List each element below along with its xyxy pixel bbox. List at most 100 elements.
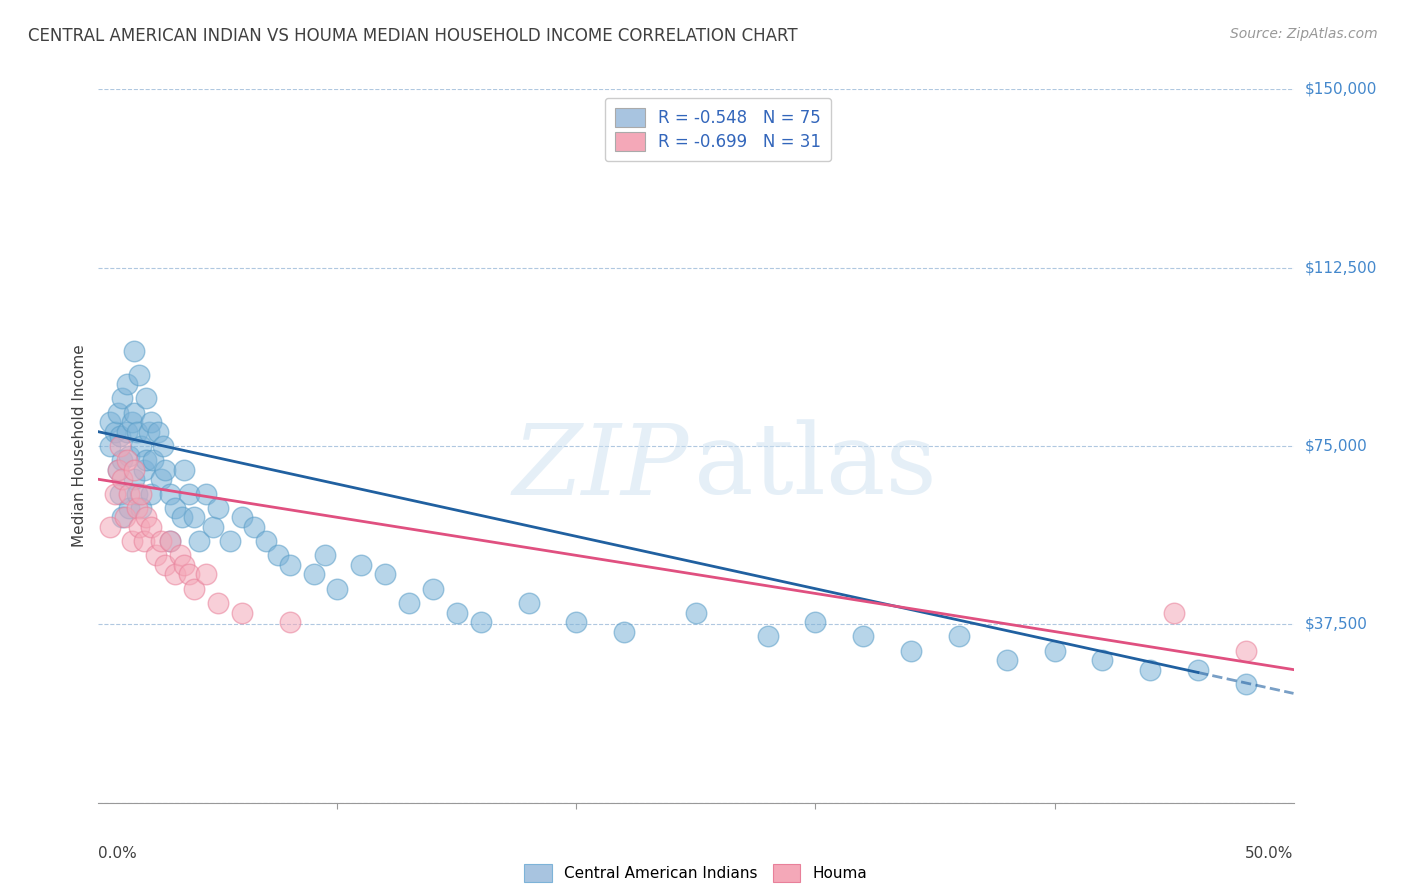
Point bbox=[194, 567, 217, 582]
Point bbox=[267, 549, 290, 563]
Point bbox=[118, 449, 141, 463]
Point bbox=[948, 629, 970, 643]
Point bbox=[138, 425, 160, 439]
Point bbox=[231, 606, 253, 620]
Point bbox=[1043, 643, 1066, 657]
Point bbox=[132, 463, 155, 477]
Text: CENTRAL AMERICAN INDIAN VS HOUMA MEDIAN HOUSEHOLD INCOME CORRELATION CHART: CENTRAL AMERICAN INDIAN VS HOUMA MEDIAN … bbox=[28, 27, 797, 45]
Point bbox=[148, 425, 170, 439]
Point bbox=[111, 392, 134, 406]
Point bbox=[172, 510, 194, 524]
Point bbox=[145, 549, 167, 563]
Point bbox=[131, 500, 153, 515]
Point bbox=[98, 520, 122, 534]
Point bbox=[107, 406, 129, 420]
Point bbox=[183, 582, 205, 596]
Legend: Central American Indians, Houma: Central American Indians, Houma bbox=[519, 858, 873, 888]
Point bbox=[202, 520, 225, 534]
Point bbox=[374, 567, 396, 582]
Point bbox=[565, 615, 588, 629]
Point bbox=[128, 520, 150, 534]
Point bbox=[1091, 653, 1114, 667]
Point bbox=[111, 453, 134, 467]
Point bbox=[124, 472, 146, 486]
Point bbox=[315, 549, 337, 563]
Point bbox=[159, 534, 181, 549]
Text: $150,000: $150,000 bbox=[1305, 82, 1376, 96]
Point bbox=[470, 615, 492, 629]
Point bbox=[152, 439, 174, 453]
Point bbox=[155, 463, 177, 477]
Point bbox=[121, 415, 143, 429]
Point bbox=[207, 596, 229, 610]
Point bbox=[115, 453, 138, 467]
Point bbox=[104, 486, 127, 500]
Point bbox=[159, 534, 181, 549]
Point bbox=[149, 534, 172, 549]
Point bbox=[173, 558, 195, 572]
Point bbox=[142, 453, 165, 467]
Text: 50.0%: 50.0% bbox=[1246, 846, 1294, 861]
Point bbox=[132, 534, 155, 549]
Point bbox=[398, 596, 420, 610]
Point bbox=[125, 486, 148, 500]
Point bbox=[131, 486, 153, 500]
Point bbox=[278, 615, 301, 629]
Point bbox=[108, 439, 131, 453]
Point bbox=[219, 534, 242, 549]
Point bbox=[900, 643, 922, 657]
Point bbox=[118, 486, 141, 500]
Point bbox=[111, 510, 134, 524]
Point bbox=[125, 500, 148, 515]
Text: $37,500: $37,500 bbox=[1305, 617, 1368, 632]
Point bbox=[104, 425, 127, 439]
Point bbox=[139, 486, 162, 500]
Point bbox=[254, 534, 277, 549]
Point bbox=[163, 500, 186, 515]
Point bbox=[108, 486, 131, 500]
Text: $112,500: $112,500 bbox=[1305, 260, 1376, 275]
Point bbox=[179, 567, 201, 582]
Point bbox=[114, 510, 136, 524]
Point bbox=[852, 629, 875, 643]
Point bbox=[115, 425, 138, 439]
Point bbox=[121, 534, 143, 549]
Point bbox=[139, 415, 162, 429]
Text: atlas: atlas bbox=[695, 419, 936, 516]
Point bbox=[179, 486, 201, 500]
Point bbox=[169, 549, 191, 563]
Point bbox=[155, 558, 177, 572]
Point bbox=[125, 425, 148, 439]
Point bbox=[98, 415, 122, 429]
Point bbox=[159, 486, 181, 500]
Point bbox=[1139, 663, 1161, 677]
Point bbox=[187, 534, 209, 549]
Point bbox=[446, 606, 468, 620]
Point bbox=[135, 392, 157, 406]
Y-axis label: Median Household Income: Median Household Income bbox=[72, 344, 87, 548]
Point bbox=[278, 558, 301, 572]
Text: Source: ZipAtlas.com: Source: ZipAtlas.com bbox=[1230, 27, 1378, 41]
Point bbox=[107, 463, 129, 477]
Point bbox=[131, 439, 153, 453]
Point bbox=[326, 582, 349, 596]
Text: 0.0%: 0.0% bbox=[98, 846, 138, 861]
Point bbox=[1234, 643, 1257, 657]
Point bbox=[243, 520, 266, 534]
Point bbox=[128, 368, 150, 382]
Point bbox=[350, 558, 373, 572]
Point bbox=[422, 582, 444, 596]
Point bbox=[517, 596, 540, 610]
Point bbox=[231, 510, 253, 524]
Point bbox=[613, 624, 636, 639]
Point bbox=[124, 343, 146, 358]
Point bbox=[115, 377, 138, 392]
Point bbox=[124, 406, 146, 420]
Point bbox=[108, 429, 131, 443]
Point bbox=[1163, 606, 1185, 620]
Point bbox=[149, 472, 172, 486]
Point bbox=[995, 653, 1018, 667]
Text: $75,000: $75,000 bbox=[1305, 439, 1368, 453]
Point bbox=[1234, 677, 1257, 691]
Point bbox=[107, 463, 129, 477]
